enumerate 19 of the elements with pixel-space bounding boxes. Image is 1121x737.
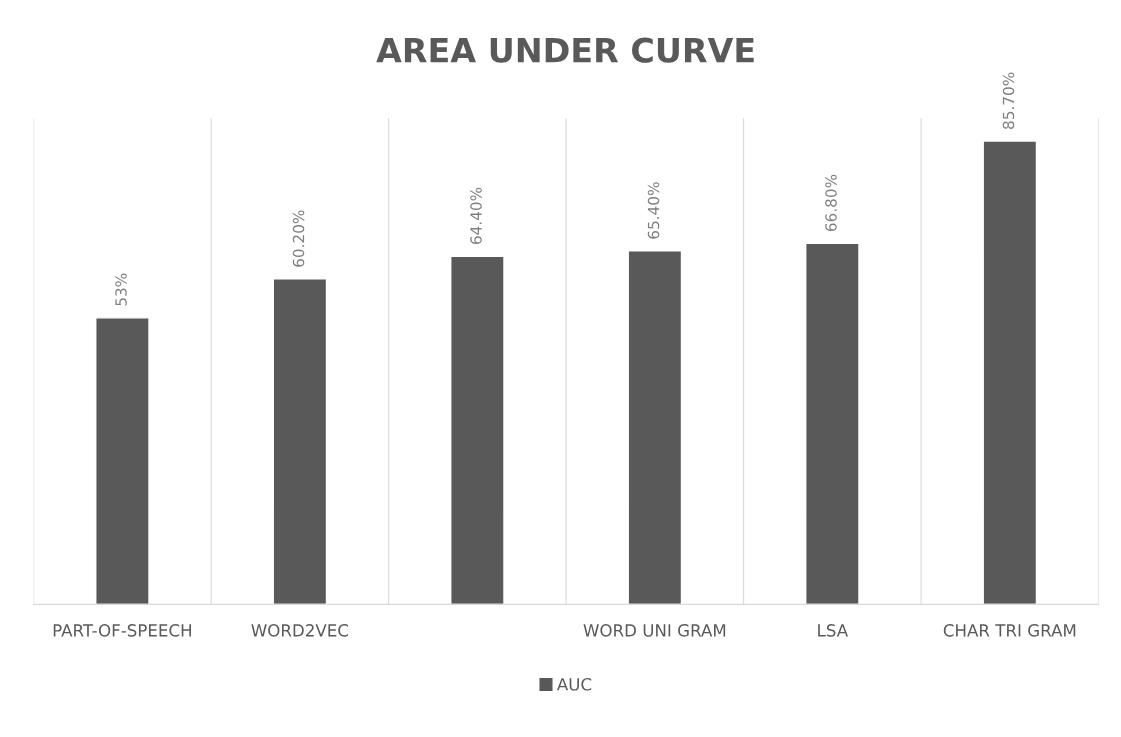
data-label: 66.80%	[825, 174, 837, 232]
bar	[982, 140, 1038, 605]
x-tick-label: WORD2VEC	[251, 624, 349, 637]
bar	[450, 255, 505, 605]
bar	[805, 242, 860, 605]
legend-label: AUC	[556, 678, 592, 691]
chart-title: AREA UNDER CURVE	[376, 37, 754, 63]
data-label: 85.70%	[1002, 72, 1015, 129]
data-label: 60.20%	[292, 210, 305, 267]
bar	[627, 250, 683, 605]
data-label: 53%	[115, 273, 127, 306]
data-label: 65.40%	[647, 182, 660, 239]
x-tick-label: PART-OF-SPEECH	[53, 624, 191, 637]
x-tick-label: CHAR TRI GRAM	[943, 624, 1076, 637]
x-tick-label: WORD UNI GRAM	[583, 624, 726, 637]
bar	[95, 317, 150, 605]
data-label: 64.40%	[470, 187, 482, 245]
x-tick-label: LSA	[818, 624, 848, 637]
bar	[272, 278, 328, 605]
